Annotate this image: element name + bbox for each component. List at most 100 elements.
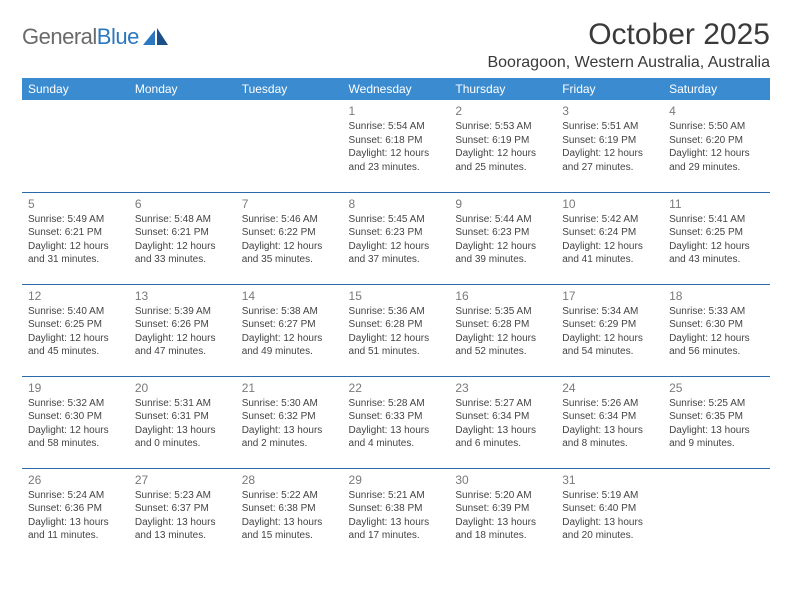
sunset-line: Sunset: 6:25 PM [28,318,123,332]
day-header: Sunday [22,78,129,100]
sunrise-line: Sunrise: 5:46 AM [242,213,337,227]
calendar-cell: 26Sunrise: 5:24 AMSunset: 6:36 PMDayligh… [22,468,129,560]
calendar-cell: 25Sunrise: 5:25 AMSunset: 6:35 PMDayligh… [663,376,770,468]
day-info: Sunrise: 5:23 AMSunset: 6:37 PMDaylight:… [135,489,230,543]
day-number: 8 [349,195,444,213]
logo-text: GeneralBlue [22,24,139,50]
day-number: 18 [669,287,764,305]
sunrise-line: Sunrise: 5:28 AM [349,397,444,411]
day-info: Sunrise: 5:46 AMSunset: 6:22 PMDaylight:… [242,213,337,267]
sunset-line: Sunset: 6:19 PM [562,134,657,148]
sunrise-line: Sunrise: 5:50 AM [669,120,764,134]
sunrise-line: Sunrise: 5:41 AM [669,213,764,227]
daylight-line: Daylight: 12 hours and 58 minutes. [28,424,123,451]
day-number: 6 [135,195,230,213]
day-info: Sunrise: 5:25 AMSunset: 6:35 PMDaylight:… [669,397,764,451]
sunrise-line: Sunrise: 5:21 AM [349,489,444,503]
calendar-header-row: SundayMondayTuesdayWednesdayThursdayFrid… [22,78,770,100]
day-info: Sunrise: 5:42 AMSunset: 6:24 PMDaylight:… [562,213,657,267]
day-number: 24 [562,379,657,397]
calendar-cell: 16Sunrise: 5:35 AMSunset: 6:28 PMDayligh… [449,284,556,376]
sunrise-line: Sunrise: 5:42 AM [562,213,657,227]
day-info: Sunrise: 5:41 AMSunset: 6:25 PMDaylight:… [669,213,764,267]
daylight-line: Daylight: 12 hours and 43 minutes. [669,240,764,267]
sunrise-line: Sunrise: 5:40 AM [28,305,123,319]
day-number: 31 [562,471,657,489]
day-number: 12 [28,287,123,305]
day-header: Friday [556,78,663,100]
daylight-line: Daylight: 12 hours and 56 minutes. [669,332,764,359]
sunset-line: Sunset: 6:26 PM [135,318,230,332]
sunset-line: Sunset: 6:36 PM [28,502,123,516]
day-info: Sunrise: 5:33 AMSunset: 6:30 PMDaylight:… [669,305,764,359]
calendar-cell: 6Sunrise: 5:48 AMSunset: 6:21 PMDaylight… [129,192,236,284]
sunrise-line: Sunrise: 5:24 AM [28,489,123,503]
sunrise-line: Sunrise: 5:49 AM [28,213,123,227]
calendar-cell: 9Sunrise: 5:44 AMSunset: 6:23 PMDaylight… [449,192,556,284]
sunset-line: Sunset: 6:18 PM [349,134,444,148]
sunset-line: Sunset: 6:24 PM [562,226,657,240]
calendar-week: 5Sunrise: 5:49 AM Sunset: 6:21 PM Daylight… [22,192,770,284]
day-info: Sunrise: 5:39 AMSunset: 6:26 PMDaylight:… [135,305,230,359]
calendar-cell: 19Sunrise: 5:32 AMSunset: 6:30 PMDayligh… [22,376,129,468]
day-info: Sunrise: 5:44 AMSunset: 6:23 PMDaylight:… [455,213,550,267]
daylight-line: Daylight: 12 hours and 39 minutes. [455,240,550,267]
daylight-line: Daylight: 12 hours and 37 minutes. [349,240,444,267]
day-info: Sunrise: 5:27 AMSunset: 6:34 PMDaylight:… [455,397,550,451]
day-number: 19 [28,379,123,397]
sunrise-line: Sunrise: 5:30 AM [242,397,337,411]
sunset-line: Sunset: 6:27 PM [242,318,337,332]
day-number: 22 [349,379,444,397]
sunrise-line: Sunrise: 5:53 AM [455,120,550,134]
sunrise-line: Sunrise: 5:20 AM [455,489,550,503]
calendar-cell: 21Sunrise: 5:30 AMSunset: 6:32 PMDayligh… [236,376,343,468]
day-number: 14 [242,287,337,305]
calendar-cell: 18Sunrise: 5:33 AMSunset: 6:30 PMDayligh… [663,284,770,376]
sunset-line: Sunset: 6:32 PM [242,410,337,424]
calendar-cell: 30Sunrise: 5:20 AMSunset: 6:39 PMDayligh… [449,468,556,560]
day-number: 5 [28,195,123,213]
sunset-line: Sunset: 6:20 PM [669,134,764,148]
calendar-cell: 31Sunrise: 5:19 AMSunset: 6:40 PMDayligh… [556,468,663,560]
month-title: October 2025 [487,18,770,52]
day-info: Sunrise: 5:28 AMSunset: 6:33 PMDaylight:… [349,397,444,451]
calendar-cell: 10Sunrise: 5:42 AMSunset: 6:24 PMDayligh… [556,192,663,284]
sunrise-line: Sunrise: 5:26 AM [562,397,657,411]
sunrise-line: Sunrise: 5:44 AM [455,213,550,227]
day-number: 7 [242,195,337,213]
sunrise-line: Sunrise: 5:19 AM [562,489,657,503]
day-header: Monday [129,78,236,100]
day-number: 1 [349,102,444,120]
day-number: 20 [135,379,230,397]
daylight-line: Daylight: 13 hours and 15 minutes. [242,516,337,543]
calendar-body: 1Sunrise: 5:54 AMSunset: 6:18 PMDaylight… [22,100,770,560]
sunrise-line: Sunrise: 5:38 AM [242,305,337,319]
sunset-line: Sunset: 6:31 PM [135,410,230,424]
calendar-week: 19Sunrise: 5:32 AMSunset: 6:30 PMDayligh… [22,376,770,468]
day-info: Sunrise: 5:54 AMSunset: 6:18 PMDaylight:… [349,120,444,174]
day-number: 26 [28,471,123,489]
sunset-line: Sunset: 6:40 PM [562,502,657,516]
daylight-line: Daylight: 13 hours and 0 minutes. [135,424,230,451]
sunset-line: Sunset: 6:34 PM [455,410,550,424]
day-number: 10 [562,195,657,213]
day-number: 27 [135,471,230,489]
calendar-cell: 2Sunrise: 5:53 AMSunset: 6:19 PMDaylight… [449,100,556,192]
sunset-line: Sunset: 6:28 PM [455,318,550,332]
day-number: 11 [669,195,764,213]
calendar-cell [663,468,770,560]
calendar-cell [129,100,236,192]
daylight-line: Daylight: 13 hours and 8 minutes. [562,424,657,451]
sunrise-line: Sunrise: 5:27 AM [455,397,550,411]
sunset-line: Sunset: 6:21 PM [135,226,230,240]
daylight-line: Daylight: 13 hours and 17 minutes. [349,516,444,543]
sunrise-line: Sunrise: 5:35 AM [455,305,550,319]
daylight-line: Daylight: 12 hours and 52 minutes. [455,332,550,359]
day-header: Saturday [663,78,770,100]
day-header: Wednesday [343,78,450,100]
daylight-line: Daylight: 12 hours and 54 minutes. [562,332,657,359]
calendar-cell: 14Sunrise: 5:38 AMSunset: 6:27 PMDayligh… [236,284,343,376]
calendar-cell: 1Sunrise: 5:54 AMSunset: 6:18 PMDaylight… [343,100,450,192]
daylight-line: Daylight: 13 hours and 11 minutes. [28,516,123,543]
day-info: Sunrise: 5:53 AMSunset: 6:19 PMDaylight:… [455,120,550,174]
